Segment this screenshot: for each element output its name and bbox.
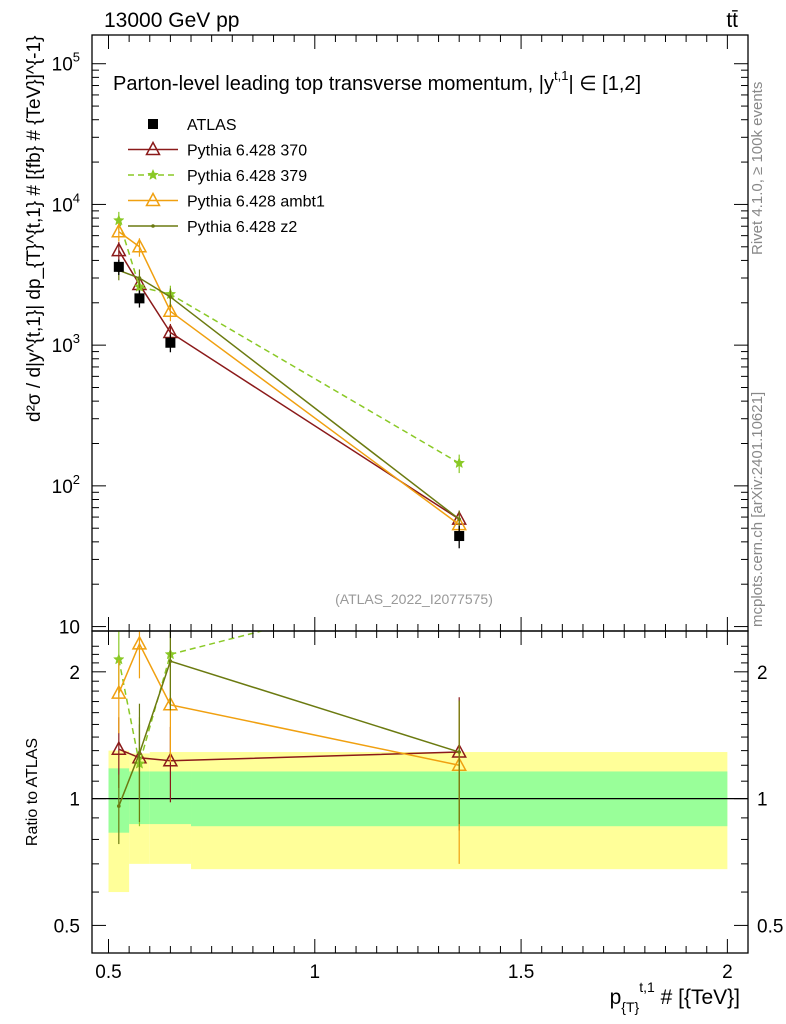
legend-marker-0 [145, 140, 161, 156]
series-point-2-0 [111, 223, 127, 238]
ratio-point-3-1 [137, 751, 142, 756]
data-point-0 [113, 261, 124, 272]
data-series [113, 259, 465, 549]
legend-label-2: Pythia 6.428 ambt1 [187, 194, 325, 211]
y-tick-base-2: 10 [52, 336, 73, 357]
y-tick-label-3: 104 [52, 190, 80, 216]
ratio-tick-label-1: 1 [69, 790, 80, 811]
series-line-2 [118, 231, 460, 526]
chart-title: Parton-level leading top transverse mome… [113, 68, 641, 95]
legend-marker-2 [145, 191, 161, 207]
series-point-1-3 [453, 456, 466, 469]
ratio-point-3-2 [168, 659, 173, 663]
x-tick-label-0: 0.5 [95, 962, 121, 983]
data-point-1 [134, 293, 145, 304]
y-tick-exp-2: 3 [73, 331, 80, 346]
series-line-1 [118, 220, 460, 464]
ratio-point-3-0 [117, 804, 121, 808]
series-point-2-2 [162, 302, 179, 318]
y-tick-label-0: 10 [59, 618, 80, 639]
data-point-3 [454, 531, 465, 542]
series-point-3-1 [137, 276, 142, 280]
legend: ATLAS Pythia 6.428 370 Pythia 6.428 379 Pyt… [128, 117, 325, 236]
legend-marker-3 [151, 224, 155, 228]
y-tick-exp-4: 5 [73, 50, 80, 65]
series-3 [117, 261, 461, 530]
y-tick-base-3: 10 [52, 195, 73, 216]
legend-item-2: Pythia 6.428 ambt1 [128, 191, 325, 211]
ratio-point-1-3 [454, 575, 464, 585]
ratio-point-3-3 [457, 750, 461, 754]
y-axis-label: d²σ / d|y^{t,1}| dp_{T}^{t,1} # [{fb} # … [24, 36, 45, 422]
series-point-2-1 [131, 238, 148, 253]
series-point-0-0 [111, 241, 127, 257]
series-line-0 [118, 250, 460, 520]
ratio-point-0-0 [111, 740, 127, 755]
ratio-line-2 [118, 642, 460, 766]
legend-label-0: Pythia 6.428 370 [187, 143, 307, 160]
x-axis-label-sub: {T} [621, 999, 639, 1015]
data-point-2 [165, 337, 176, 348]
ratio-tick-label-right-0: 0.5 [757, 916, 783, 937]
legend-item-0: Pythia 6.428 370 [128, 140, 307, 160]
ratio-point-2-1 [131, 635, 148, 650]
x-tick-label-2: 1.5 [508, 962, 534, 983]
legend-item-1: Pythia 6.428 379 [128, 168, 307, 185]
y-tick-label-2: 103 [52, 331, 80, 357]
y-tick-base-1: 10 [52, 477, 73, 498]
chart-title-sup: t,1 [554, 68, 568, 83]
legend-label-1: Pythia 6.428 379 [187, 168, 307, 185]
rivet-label: Rivet 4.1.0, ≥ 100k events [749, 82, 766, 255]
header-process: 13000 GeV pp [104, 9, 239, 32]
chart-title-main: Parton-level leading top transverse mome… [113, 73, 554, 95]
mcplots-label: mcplots.cern.ch [arXiv:2401.10621] [749, 392, 766, 627]
legend-data-label: ATLAS [187, 117, 237, 134]
y-tick-exp-3: 4 [73, 190, 80, 205]
ratio-tick-label-0: 0.5 [54, 916, 80, 937]
analysis-id: (ATLAS_2022_I2077575) [335, 591, 493, 607]
legend-item-data: ATLAS [148, 117, 237, 134]
ratio-frame [91, 630, 749, 954]
ratio-tick-label-2: 2 [69, 663, 80, 684]
ratio-series-3 [117, 631, 461, 845]
series-0 [111, 241, 467, 530]
x-axis-label-sup: t,1 [639, 979, 655, 995]
legend-label-3: Pythia 6.428 z2 [187, 219, 297, 236]
y-tick-exp-1: 2 [73, 472, 80, 487]
ratio-point-0-2 [162, 752, 179, 767]
x-tick-label-1: 1 [310, 962, 321, 983]
chart-title-tail: | ∈ [1,2] [568, 73, 641, 95]
y-tick-label-1: 102 [52, 472, 80, 498]
series-point-1-0 [112, 214, 125, 226]
ratio-tick-label-right-1: 1 [757, 790, 768, 811]
ratio-point-2-0 [111, 684, 127, 699]
legend-data-marker [148, 119, 158, 129]
y-tick-base-0: 10 [59, 618, 80, 639]
y-tick-label-4: 105 [52, 50, 80, 76]
ratio-line-0 [118, 748, 460, 762]
legend-item-3: Pythia 6.428 z2 [128, 219, 297, 236]
header-final-state: tt̄ [726, 9, 738, 32]
y-tick-base-4: 10 [52, 55, 73, 76]
ratio-axis-label: Ratio to ATLAS [24, 738, 41, 846]
x-axis-label-main: p [610, 986, 622, 1009]
series-2 [111, 223, 467, 535]
x-axis-label: p{T}t,1 # [{TeV}] [610, 979, 740, 1015]
ratio-line-3 [118, 660, 460, 807]
x-axis-label-tail: # [{TeV}] [655, 986, 740, 1009]
ratio-panel: 0.5 0.5 1 1 2 2 0.5 1 1.5 2 Ratio to ATLAS [24, 575, 783, 983]
series-line-3 [118, 269, 460, 520]
ratio-tick-label-right-2: 2 [757, 663, 768, 684]
legend-marker-1 [147, 168, 159, 180]
series-point-3-2 [168, 295, 173, 299]
x-tick-label-3: 2 [722, 962, 733, 983]
series-point-3-3 [457, 517, 461, 521]
